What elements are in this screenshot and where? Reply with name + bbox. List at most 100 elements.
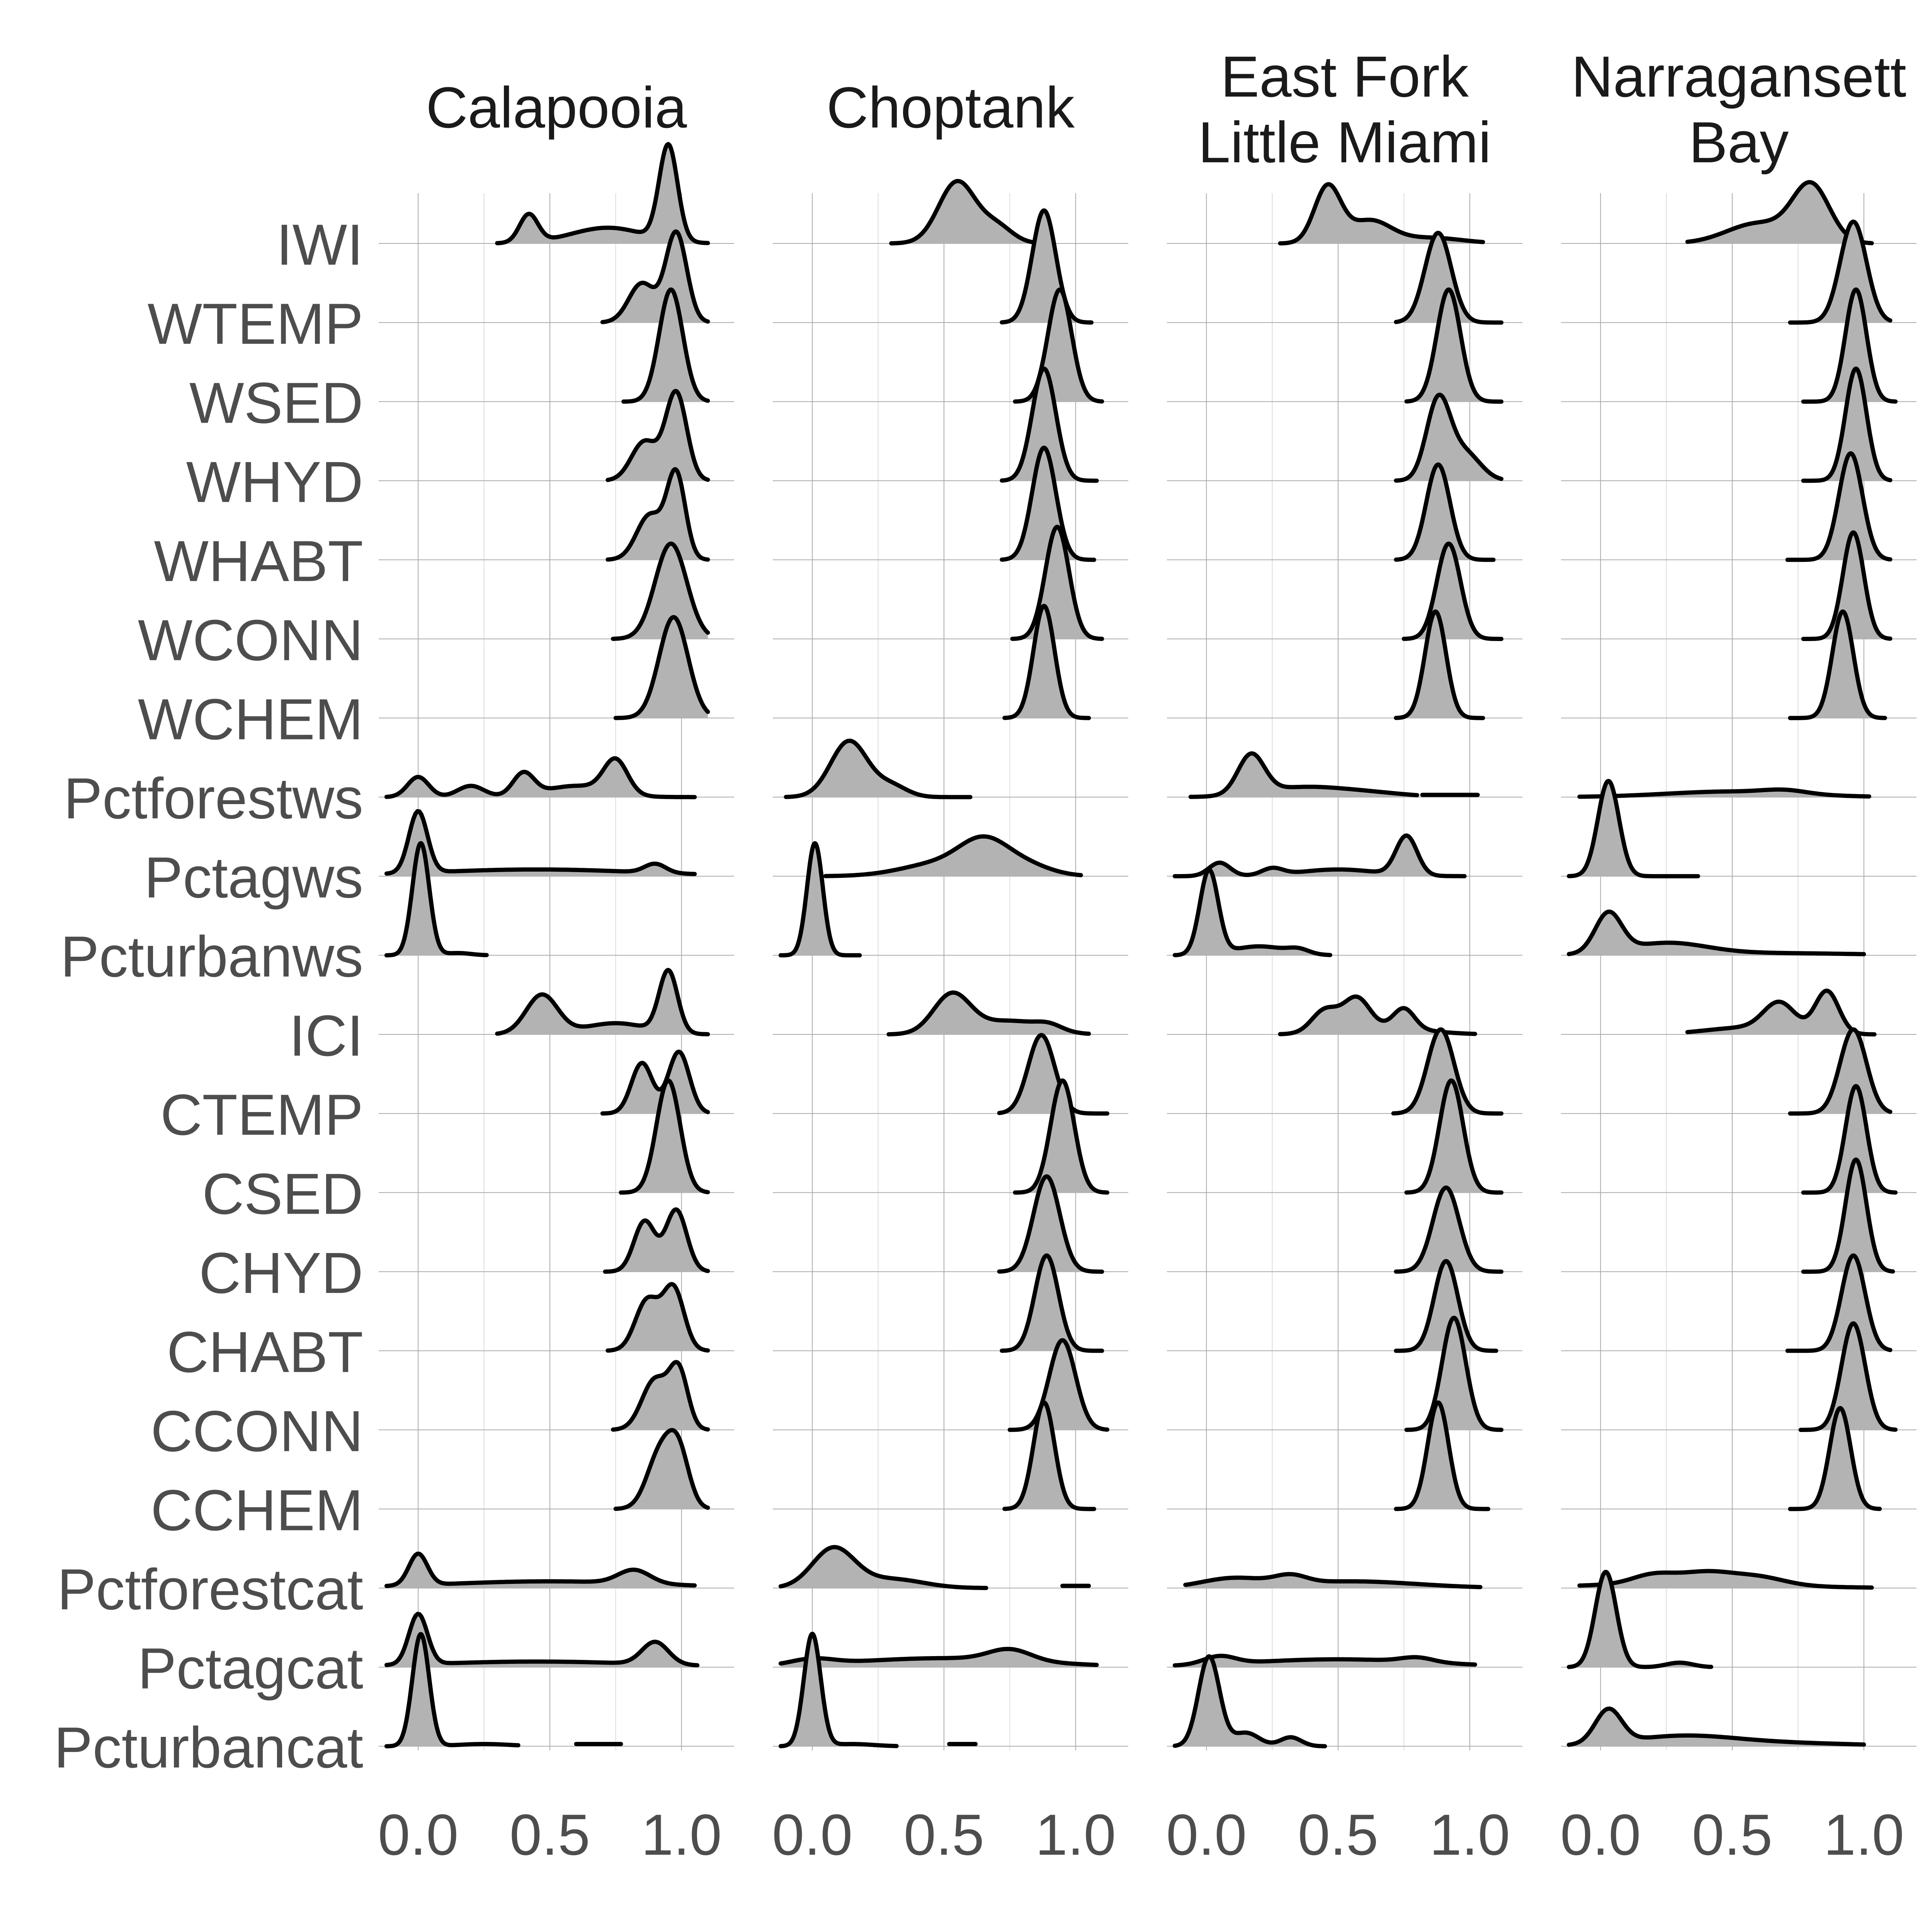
density-line-wconn (611, 541, 710, 641)
row-label: WCHEM (138, 687, 363, 752)
density-line-pcturbancat (778, 1631, 899, 1748)
density-line-wchem (1002, 604, 1091, 720)
row-label: WCONN (138, 608, 363, 673)
facet-title: Little Miami (1198, 110, 1492, 175)
density-area-pctagws (825, 836, 1081, 876)
density-line-pcturbanws (778, 841, 862, 957)
density-line-wchem (613, 615, 710, 720)
facet-title: Bay (1689, 110, 1789, 175)
density-area-iwi (891, 181, 1049, 243)
row-label: WSED (189, 370, 363, 435)
x-tick-label: 0.5 (510, 1802, 590, 1867)
density-line-csed (1013, 1078, 1109, 1195)
density-line-wconn (1401, 541, 1503, 641)
density-area-cconn (613, 1362, 708, 1430)
density-line-pctagws (823, 834, 1083, 878)
density-line-wtemp (1394, 231, 1503, 325)
row-label: Pctforestws (64, 766, 363, 831)
density-area-iwi (1687, 182, 1872, 243)
density-area-wtemp (1002, 210, 1092, 323)
row-label: Pctagcat (138, 1636, 363, 1701)
density-line-pctforestcat (778, 1545, 988, 1590)
density-area-ctemp (999, 1035, 1107, 1114)
density-line-chyd (1801, 1157, 1895, 1274)
density-line-whabt (1000, 446, 1096, 562)
density-area-wchem (616, 617, 708, 718)
row-label: CSED (202, 1161, 363, 1226)
density-line-whyd (1801, 366, 1893, 483)
grid (379, 193, 1917, 1750)
density-area-wchem (1004, 606, 1089, 718)
density-area-pctforestcat (386, 1554, 695, 1588)
density-line-wsed (1801, 287, 1898, 404)
density-area-pcturbanws (1175, 870, 1330, 956)
density-line-ctemp (600, 1049, 710, 1116)
density-line-wsed (621, 287, 710, 404)
density-line-wsed (1013, 287, 1104, 404)
x-tick-label: 0.5 (904, 1802, 985, 1867)
density-line-wchem (1788, 609, 1887, 720)
density-line-pctagcat (1566, 1570, 1713, 1669)
density-area-wtemp (1396, 233, 1502, 323)
density-line-pctforestcat (384, 1551, 697, 1588)
density-area-chyd (605, 1209, 708, 1272)
row-label: CHABT (167, 1320, 363, 1384)
density-line-cchem (613, 1428, 710, 1511)
density-line-ctemp (1391, 1027, 1503, 1116)
density-area-ici (1280, 997, 1475, 1034)
density-area-pctagcat (386, 1614, 697, 1667)
density-area-wconn (1404, 544, 1502, 639)
density-line-cconn (1798, 1321, 1898, 1432)
density-line-whyd (1394, 393, 1503, 483)
density-line-pctforestcat (1183, 1572, 1483, 1589)
row-label: WTEMP (148, 291, 363, 356)
row-label: IWI (276, 212, 363, 277)
density-line-whabt (1394, 462, 1496, 562)
density-area-cchem (616, 1430, 708, 1509)
density-line-cconn (611, 1360, 710, 1432)
density-area-chabt (607, 1284, 708, 1351)
density-area-wsed (623, 289, 708, 402)
row-label: CCHEM (151, 1478, 363, 1543)
facet-title: Narragansett (1571, 44, 1906, 109)
density-area-pctforestws (786, 741, 971, 797)
density-area-cchem (1396, 1402, 1488, 1509)
density-line-pcturbancat (1566, 1706, 1866, 1747)
facet-title: East Fork (1221, 44, 1469, 109)
density-area-ici (1687, 990, 1874, 1034)
density-area-iwi (1280, 184, 1483, 243)
x-tick-label: 0.0 (378, 1802, 459, 1867)
density-line-whyd (1000, 366, 1099, 483)
density-area-wconn (1012, 527, 1102, 639)
row-labels: IWI WTEMP WSED WHYD WHABT WCONN WCHEM Pctforest… (54, 212, 363, 1780)
density-line-pctforestws (1188, 751, 1419, 799)
density-area-whabt (1002, 447, 1094, 560)
x-tick-label: 0.5 (1298, 1802, 1379, 1867)
density-area-wsed (1015, 289, 1102, 402)
density-line-wtemp (600, 229, 710, 325)
x-tick-label: 1.0 (1429, 1802, 1510, 1867)
density-line-ici (495, 968, 710, 1037)
density-area-whyd (1803, 369, 1890, 481)
density-line-wsed (1404, 287, 1503, 404)
density-line-pctagcat (778, 1647, 1099, 1667)
density-line-pcturbancat (384, 1632, 520, 1748)
density-area-whabt (607, 469, 708, 560)
row-label: Pctforestcat (57, 1557, 363, 1622)
facet-title: Choptank (827, 75, 1075, 140)
density-line-chyd (603, 1207, 710, 1274)
density-line-cchem (1002, 1400, 1096, 1511)
density-area-wtemp (1790, 221, 1890, 323)
density-line-whyd (605, 389, 710, 482)
density-line-whabt (605, 467, 710, 562)
density-area-pcturbancat (1569, 1708, 1864, 1747)
density-line-pctagcat (1172, 1653, 1477, 1668)
density-area-iwi (497, 144, 708, 243)
density-area-pcturbancat (781, 1634, 897, 1747)
density-line-pcturbancat (1172, 1654, 1327, 1748)
density-area-pcturbancat (1175, 1656, 1325, 1747)
density-area-pcturbanws (386, 843, 487, 956)
ridges (384, 142, 1898, 1748)
density-area-chyd (1396, 1187, 1502, 1272)
